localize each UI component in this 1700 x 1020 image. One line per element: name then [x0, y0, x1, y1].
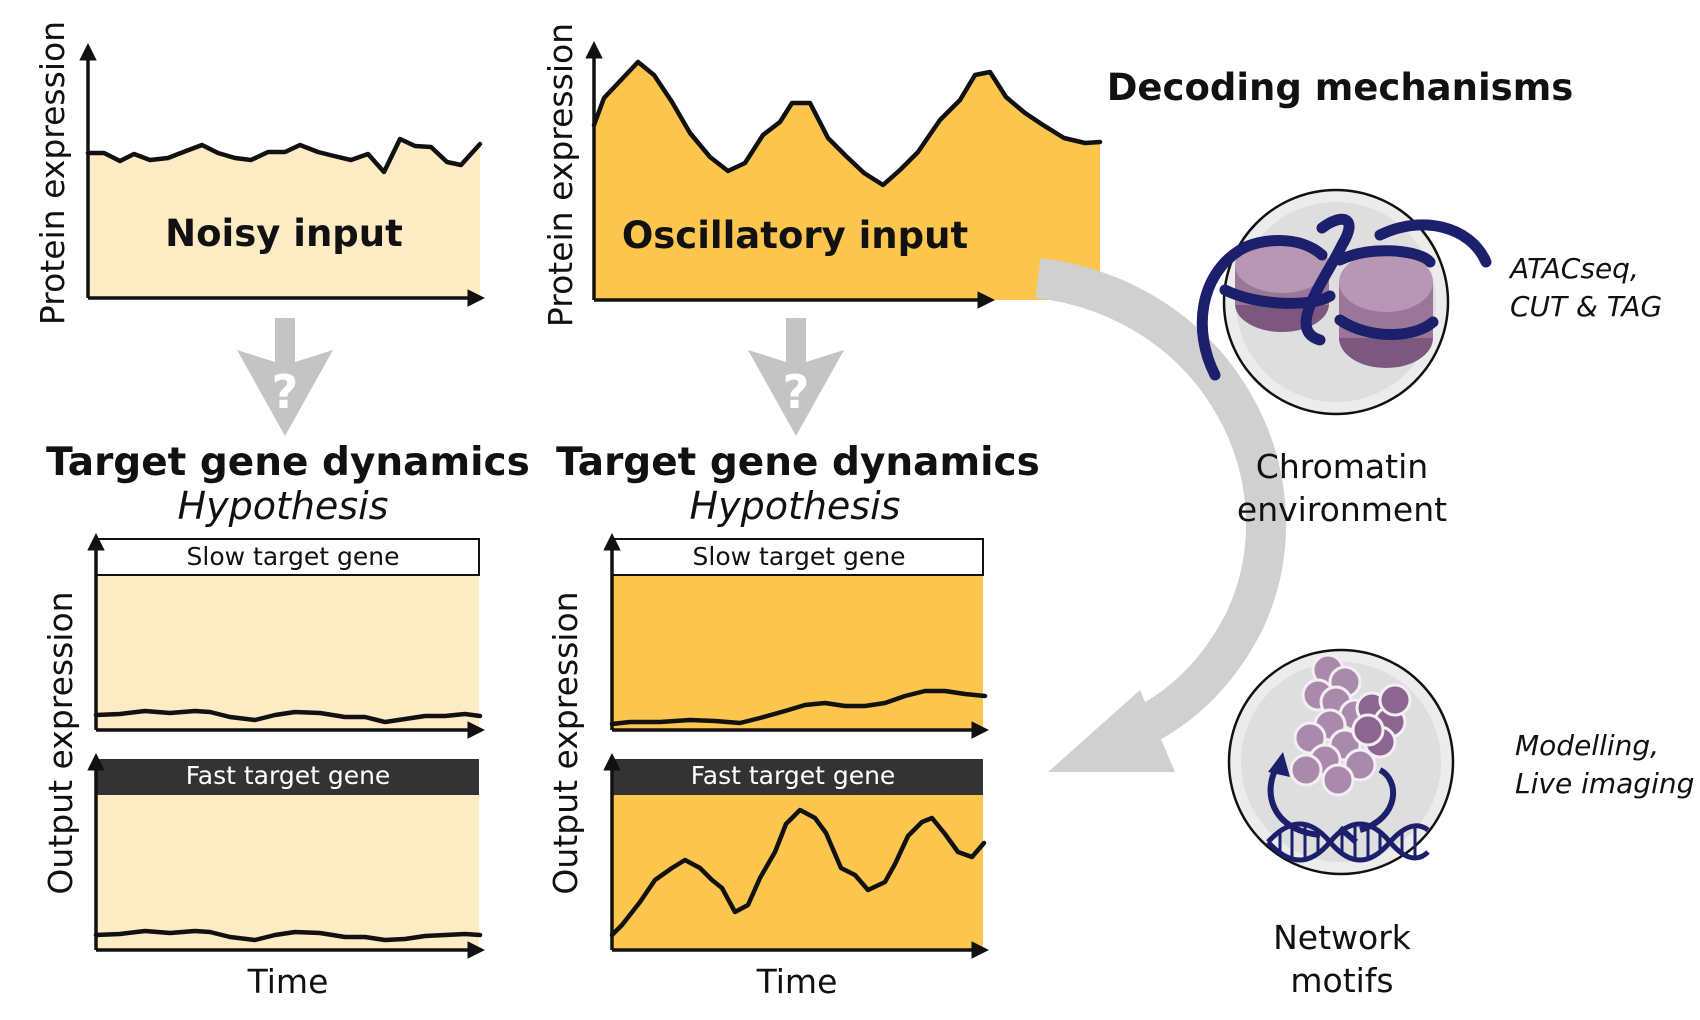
- fast-plot-bg: [96, 795, 479, 950]
- slow-target-panel: Slow target gene: [603, 533, 989, 739]
- fast-label: Fast target gene: [691, 761, 896, 790]
- noisy-input-area: [88, 139, 480, 298]
- protein-dna-icon: [1266, 653, 1430, 863]
- chromatin-method-line2: CUT & TAG: [1510, 290, 1662, 323]
- x-axis-label: Time: [247, 962, 329, 1001]
- network-label-line1: Network: [1273, 918, 1412, 957]
- input-label: Oscillatory input: [622, 214, 968, 257]
- curved-arrow: [1035, 258, 1287, 772]
- output-y-axis-label: Output expression: [546, 591, 585, 894]
- panel-title: Target gene dynamics: [46, 440, 530, 485]
- oscillatory-input-area: [594, 62, 1100, 300]
- slow-plot-bg: [96, 575, 479, 730]
- panel-subtitle: Hypothesis: [178, 484, 389, 528]
- output-y-axis-label: Output expression: [41, 591, 80, 894]
- fast-output-trace: [93, 928, 483, 943]
- fast-target-panel: Fast target gene: [603, 753, 989, 959]
- network-panel: Network motifs Modelling, Live imaging: [1227, 648, 1694, 1000]
- chromatin-label-line2: environment: [1237, 490, 1447, 529]
- y-axis-label: Protein expression: [541, 23, 580, 327]
- slow-plot-bg: [612, 575, 983, 730]
- nucleosome-icon: [1196, 213, 1492, 381]
- question-mark-icon: ?: [272, 365, 299, 419]
- chromatin-label-line1: Chromatin: [1256, 447, 1428, 486]
- slow-label: Slow target gene: [187, 542, 400, 571]
- input-label: Noisy input: [165, 212, 403, 255]
- fast-label-box: [612, 759, 983, 795]
- y-axis-label: Protein expression: [33, 21, 72, 325]
- fast-output-trace: [609, 807, 987, 938]
- panel-subtitle: Hypothesis: [690, 484, 901, 528]
- noisy-input-trace: [85, 136, 483, 175]
- network-label-line2: motifs: [1290, 961, 1393, 1000]
- slow-target-panel: Slow target gene: [87, 533, 485, 739]
- x-axis-label: Time: [756, 962, 838, 1001]
- decoding-header: Decoding mechanisms: [1107, 66, 1574, 109]
- fast-label-box: [96, 759, 479, 795]
- fast-label: Fast target gene: [186, 761, 391, 790]
- slow-label: Slow target gene: [693, 542, 906, 571]
- oscillatory-input-trace: [591, 59, 1103, 188]
- oscillatory-input-panel: Protein expression Oscillatory input: [541, 23, 1103, 327]
- network-method-line1: Modelling,: [1515, 729, 1659, 762]
- hypothesis-arrow: ?: [748, 318, 844, 436]
- network-method-line2: Live imaging: [1515, 767, 1694, 800]
- slow-label-box: [611, 538, 984, 576]
- chromatin-panel: Chromatin environment ATACseq, CUT & TAG: [1196, 188, 1662, 529]
- slow-output-trace: [609, 688, 988, 727]
- noisy-input-panel: Protein expression Noisy input: [33, 21, 485, 325]
- fast-target-panel: Fast target gene: [87, 753, 485, 959]
- slow-label-box: [95, 538, 480, 576]
- chromatin-method-line1: ATACseq,: [1508, 252, 1639, 285]
- panel-title: Target gene dynamics: [556, 440, 1040, 485]
- hypothesis-arrow: ?: [237, 318, 333, 436]
- slow-output-trace: [93, 708, 483, 725]
- question-mark-icon: ?: [783, 365, 810, 419]
